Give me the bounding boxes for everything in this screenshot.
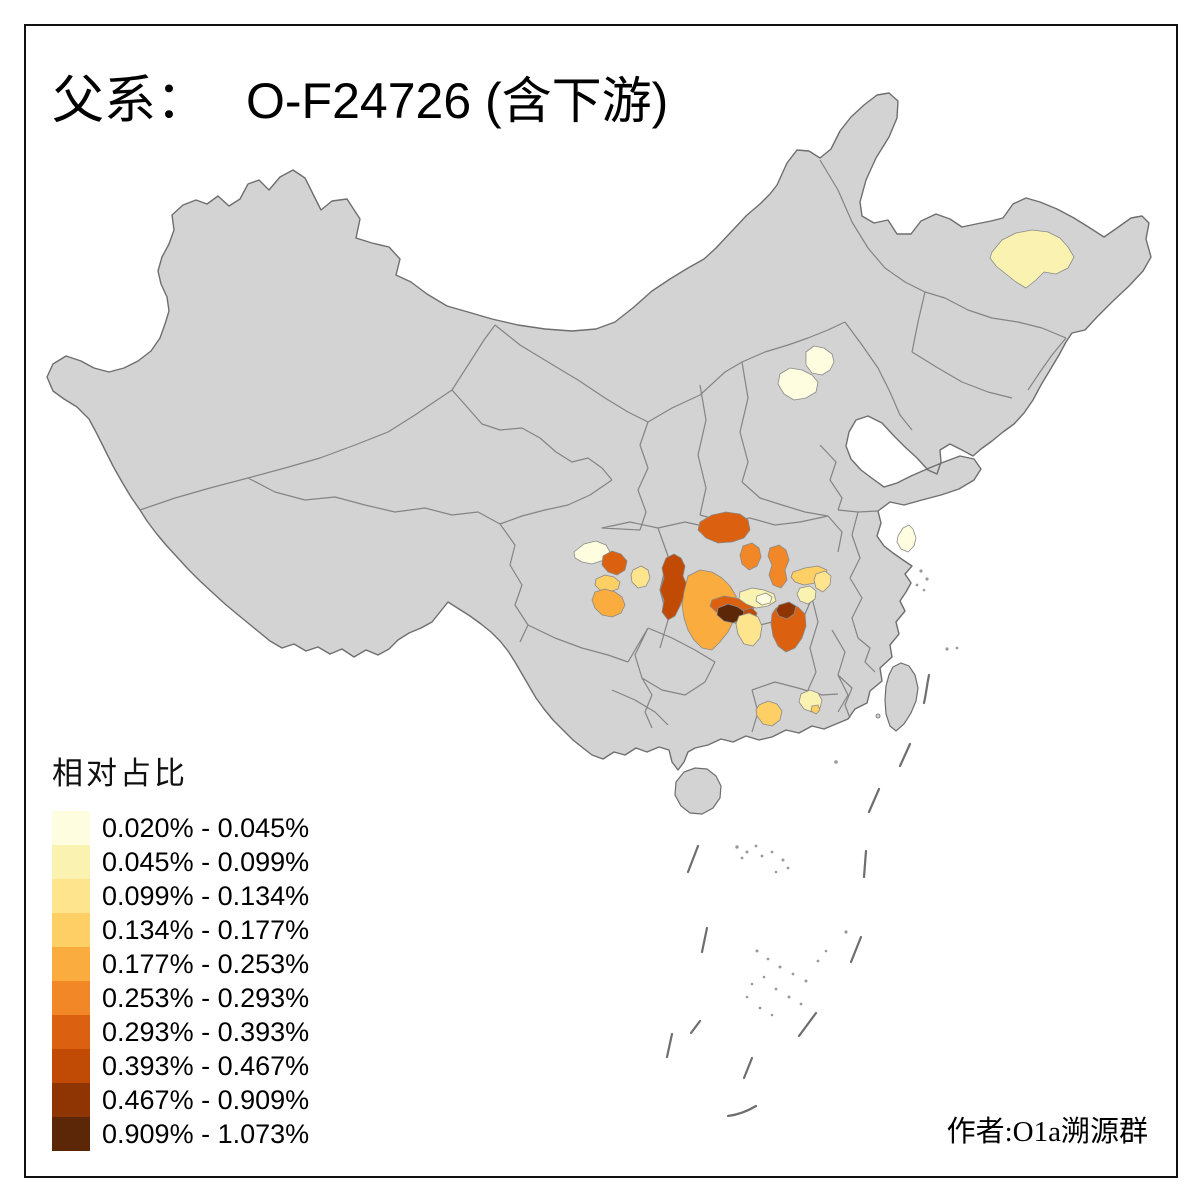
legend-swatch <box>52 879 90 913</box>
map-region-chengdu-south <box>591 588 626 618</box>
legend-swatch <box>52 811 90 845</box>
attribution-text: 作者:O1a溯源群 <box>946 1116 1148 1148</box>
legend-swatch <box>52 1083 90 1117</box>
legend-swatch <box>52 1015 90 1049</box>
legend: 相对占比 0.020% - 0.045% 0.045% - 0.099% 0.0… <box>52 748 309 1151</box>
legend-item: 0.909% - 1.073% <box>52 1117 309 1151</box>
taiwan-island <box>884 662 919 732</box>
map-region-shantou-dot <box>810 704 821 715</box>
map-region-jingmen-pale <box>755 592 773 606</box>
legend-item: 0.253% - 0.293% <box>52 981 309 1015</box>
legend-title: 相对占比 <box>52 756 188 791</box>
legend-label: 0.177% - 0.253% <box>102 948 310 979</box>
title-haplogroup: O-F24726 (含下游) <box>246 73 669 129</box>
legend-item: 0.467% - 0.909% <box>52 1083 309 1117</box>
legend-label: 0.020% - 0.045% <box>102 812 310 843</box>
penghu-island <box>875 713 881 719</box>
map-region-huanggang-pale <box>813 570 832 593</box>
legend-swatch <box>52 845 90 879</box>
legend-swatch <box>52 947 90 981</box>
map-region-guangan-dazhou <box>659 553 688 621</box>
legend-item: 0.099% - 0.134% <box>52 879 309 913</box>
map-region-chengdu-north <box>594 574 621 593</box>
map-region-yichang <box>767 544 790 589</box>
legend-label: 0.099% - 0.134% <box>102 880 310 911</box>
legend-label: 0.253% - 0.293% <box>102 982 310 1013</box>
legend-label: 0.045% - 0.099% <box>102 846 310 877</box>
legend-item: 0.293% - 0.393% <box>52 1015 309 1049</box>
legend-label: 0.134% - 0.177% <box>102 914 310 945</box>
map-region-shanghai <box>896 524 917 553</box>
legend-label: 0.467% - 0.909% <box>102 1084 310 1115</box>
nine-dash-line <box>665 673 931 1118</box>
map-region-mianyang <box>601 550 628 576</box>
legend-swatch <box>52 1049 90 1083</box>
map-region-xiangyang <box>697 511 751 544</box>
title-prefix: 父系： <box>52 73 209 130</box>
map-region-baoding <box>777 367 819 401</box>
legend-item: 0.393% - 0.467% <box>52 1049 309 1083</box>
map-region-wuzhou-yulin <box>755 700 783 727</box>
legend-swatch <box>52 913 90 947</box>
island-dots <box>735 569 959 1017</box>
legend-item: 0.134% - 0.177% <box>52 913 309 947</box>
map-region-beijing <box>805 345 835 376</box>
map-region-shennongjia <box>739 542 762 571</box>
map-region-xiantao-cream <box>796 585 817 605</box>
legend-item: 0.177% - 0.253% <box>52 947 309 981</box>
map-region-chongqing-enshi <box>681 569 739 651</box>
legend-item: 0.045% - 0.099% <box>52 845 309 879</box>
map-region-changde-north <box>775 601 797 620</box>
map-region-suining <box>630 565 651 589</box>
map-region-huaihua-pale <box>735 612 763 647</box>
map-region-harbin-area <box>989 229 1075 289</box>
legend-label: 0.293% - 0.393% <box>102 1016 310 1047</box>
hainan-island <box>674 767 722 815</box>
mainland-china-shape <box>46 92 1152 771</box>
legend-item: 0.020% - 0.045% <box>52 811 309 845</box>
legend-rows: 0.020% - 0.045% 0.045% - 0.099% 0.099% -… <box>52 811 309 1151</box>
legend-label: 0.393% - 0.467% <box>102 1050 310 1081</box>
legend-label: 0.909% - 1.073% <box>102 1118 310 1149</box>
page-title: 父系： O-F24726 (含下游) <box>52 58 668 133</box>
legend-swatch <box>52 1117 90 1151</box>
legend-swatch <box>52 981 90 1015</box>
